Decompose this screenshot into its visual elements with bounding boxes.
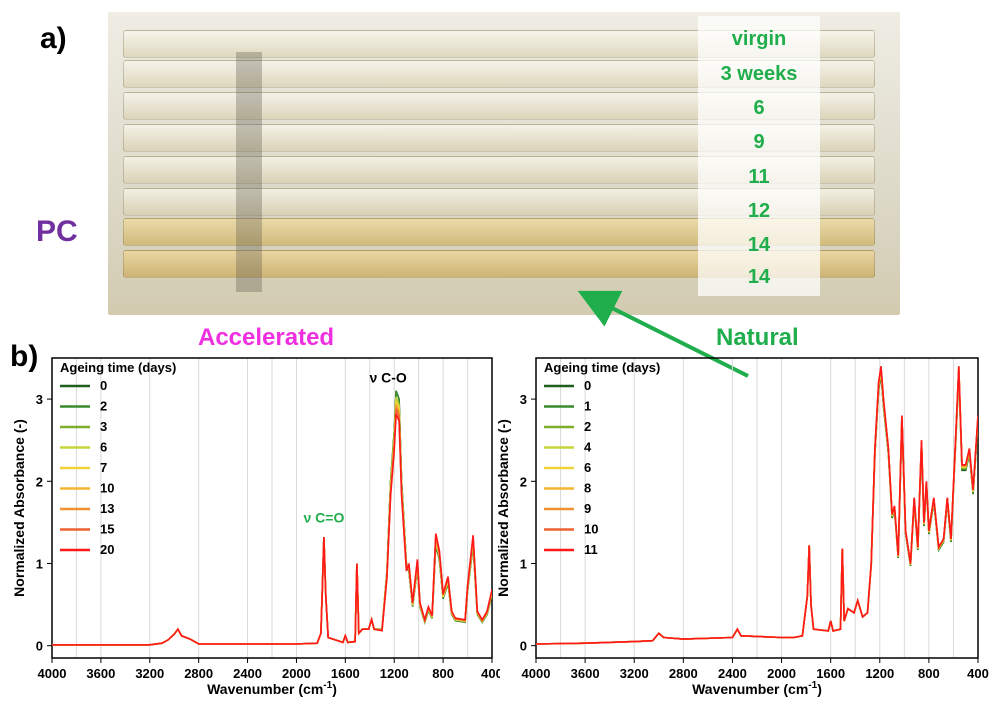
sample-label: 9 [753, 131, 765, 153]
y-tick-label: 2 [520, 474, 527, 489]
x-tick-label: 2800 [184, 666, 213, 681]
legend-label: 20 [100, 542, 114, 557]
x-tick-label: 3600 [86, 666, 115, 681]
peak-annotation: ν C-O [369, 370, 406, 386]
legend-label: 3 [100, 419, 107, 434]
y-axis-label: Normalized Absorbance (-) [498, 419, 511, 597]
legend-label: 2 [100, 399, 107, 414]
legend-label: 1 [584, 399, 591, 414]
series-line [52, 413, 492, 646]
x-tick-label: 3200 [620, 666, 649, 681]
sample-label: 12 [747, 200, 771, 222]
x-tick-label: 2400 [233, 666, 262, 681]
y-tick-label: 3 [36, 392, 43, 407]
series-line [536, 366, 978, 645]
sample-label: 3 weeks [720, 63, 798, 85]
x-tick-label: 3600 [571, 666, 600, 681]
y-tick-label: 0 [36, 639, 43, 654]
legend-label: 11 [584, 542, 598, 557]
legend-label: 0 [584, 378, 591, 393]
x-tick-label: 400 [481, 666, 500, 681]
legend-label: 2 [584, 419, 591, 434]
y-tick-label: 3 [520, 392, 527, 407]
legend-title: Ageing time (days) [544, 360, 660, 375]
x-tick-label: 2800 [669, 666, 698, 681]
natural-title: Natural [716, 324, 799, 351]
x-tick-label: 3200 [135, 666, 164, 681]
x-tick-label: 800 [918, 666, 940, 681]
legend-label: 7 [100, 460, 107, 475]
x-tick-label: 1200 [865, 666, 894, 681]
legend-label: 0 [100, 378, 107, 393]
x-tick-label: 4000 [38, 666, 67, 681]
peak-annotation: ν C=O [304, 509, 345, 525]
y-tick-label: 1 [36, 556, 43, 571]
x-tick-label: 1600 [331, 666, 360, 681]
accelerated-spectra-chart: 4000 3600 3200 2800 2400 2000 1600 1200 800 40001… [11, 357, 500, 697]
legend-label: 10 [100, 481, 114, 496]
sample-label: 11 [748, 166, 770, 188]
legend-label: 10 [584, 522, 598, 537]
sample-label: 6 [753, 97, 765, 119]
x-tick-label: 400 [967, 666, 989, 681]
x-tick-label: 2000 [767, 666, 796, 681]
y-axis-label: Normalized Absorbance (-) [11, 419, 27, 597]
legend-label: 6 [100, 440, 107, 455]
sample-label: 14 [747, 234, 771, 256]
y-tick-label: 0 [520, 639, 527, 654]
plot-frame [535, 357, 979, 659]
legend-title: Ageing time (days) [60, 360, 176, 375]
x-tick-label: 2400 [718, 666, 747, 681]
x-tick-label: 1200 [380, 666, 409, 681]
x-tick-label: 800 [432, 666, 454, 681]
legend-label: 6 [584, 460, 591, 475]
panel-a-label: a) [40, 22, 67, 55]
x-tick-label: 2000 [282, 666, 311, 681]
legend-label: 13 [100, 501, 114, 516]
y-tick-label: 2 [36, 474, 43, 489]
plot-frame [51, 357, 493, 659]
x-axis-label: Wavenumber (cm-1) [692, 680, 822, 697]
sample-label-box: virgin 3 weeks 6 9 11 12 14 14 [698, 16, 820, 296]
material-label: PC [36, 215, 78, 248]
y-tick-label: 1 [520, 556, 527, 571]
x-axis-label: Wavenumber (cm-1) [207, 680, 337, 697]
legend-label: 9 [584, 501, 591, 516]
legend-label: 8 [584, 481, 591, 496]
sample-label: virgin [731, 28, 787, 50]
legend-label: 4 [584, 440, 592, 455]
natural-spectra-chart: 4000 3600 3200 2800 2400 2000 1600 1200 800 40001… [498, 357, 989, 697]
sample-label: 14 [747, 266, 771, 288]
panel-b-label: b) [10, 340, 39, 373]
accelerated-title: Accelerated [198, 324, 335, 351]
legend-label: 15 [100, 522, 114, 537]
x-tick-label: 1600 [816, 666, 845, 681]
x-tick-label: 4000 [522, 666, 551, 681]
